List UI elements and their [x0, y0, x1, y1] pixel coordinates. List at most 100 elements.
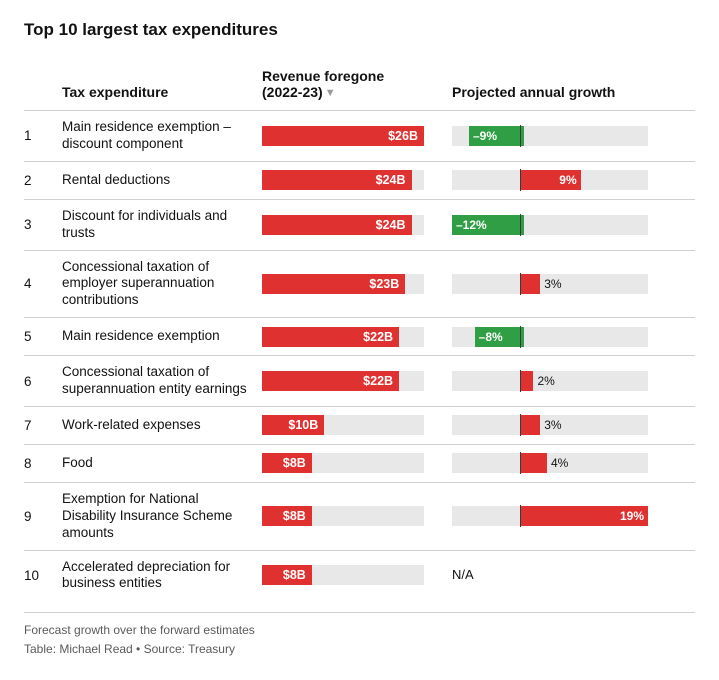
cell-revenue: $23B [262, 274, 452, 294]
growth-track-left [452, 506, 520, 526]
revenue-bar-track: $22B [262, 327, 424, 347]
growth-axis-line [520, 452, 521, 474]
revenue-bar-fill: $26B [262, 126, 424, 146]
sort-desc-icon: ▼ [325, 87, 336, 99]
cell-revenue: $8B [262, 565, 452, 585]
cell-revenue: $26B [262, 126, 452, 146]
cell-name: Accelerated depreciation for business en… [62, 559, 262, 593]
table-row: 9Exemption for National Disability Insur… [24, 482, 695, 550]
cell-revenue: $10B [262, 415, 452, 435]
revenue-bar-track: $10B [262, 415, 424, 435]
cell-revenue: $8B [262, 506, 452, 526]
table-row: 10Accelerated depreciation for business … [24, 550, 695, 601]
cell-rank: 2 [24, 173, 62, 188]
growth-bar-fill-pos: 19% [520, 506, 648, 526]
cell-growth: –12% [452, 215, 652, 235]
header-revenue[interactable]: Revenue foregone (2022-23)▼ [262, 68, 452, 100]
growth-bar-fill-pos [520, 453, 547, 473]
revenue-bar-fill: $22B [262, 327, 399, 347]
revenue-bar-fill: $23B [262, 274, 405, 294]
table-row: 6Concessional taxation of superannuation… [24, 355, 695, 406]
cell-revenue: $22B [262, 371, 452, 391]
growth-bar-fill-pos [520, 415, 540, 435]
growth-bar-wrap: –8% [452, 327, 652, 347]
growth-track-right [520, 215, 648, 235]
revenue-bar-fill: $8B [262, 453, 312, 473]
cell-rank: 10 [24, 568, 62, 583]
growth-track-left [452, 170, 520, 190]
footnote-line1: Forecast growth over the forward estimat… [24, 621, 695, 640]
cell-rank: 3 [24, 217, 62, 232]
revenue-bar-track: $23B [262, 274, 424, 294]
cell-revenue: $24B [262, 215, 452, 235]
cell-rank: 4 [24, 276, 62, 291]
growth-label-outside: 4% [547, 453, 568, 473]
footnote-line2: Table: Michael Read • Source: Treasury [24, 640, 695, 659]
cell-revenue: $8B [262, 453, 452, 473]
growth-bar-fill-neg: –9% [469, 126, 524, 146]
cell-name: Rental deductions [62, 172, 262, 189]
revenue-bar-track: $24B [262, 170, 424, 190]
cell-growth: N/A [452, 565, 652, 585]
revenue-bar-track: $8B [262, 565, 424, 585]
revenue-bar-fill: $24B [262, 215, 412, 235]
growth-bar-wrap: 9% [452, 170, 652, 190]
growth-bar-wrap: –9% [452, 126, 652, 146]
revenue-bar-fill: $22B [262, 371, 399, 391]
growth-label-outside: 3% [540, 274, 561, 294]
cell-growth: 19% [452, 506, 652, 526]
cell-growth: 2% [452, 371, 652, 391]
revenue-bar-track: $24B [262, 215, 424, 235]
growth-axis-line [520, 214, 521, 236]
growth-label-outside: 2% [533, 371, 554, 391]
growth-track-right [520, 126, 648, 146]
table-header-row: Tax expenditure Revenue foregone (2022-2… [24, 68, 695, 110]
chart-title: Top 10 largest tax expenditures [24, 20, 695, 40]
cell-name: Work-related expenses [62, 417, 262, 434]
cell-name: Discount for individuals and trusts [62, 208, 262, 242]
table-row: 2Rental deductions$24B 9% [24, 161, 695, 199]
cell-rank: 5 [24, 329, 62, 344]
table-row: 4Concessional taxation of employer super… [24, 250, 695, 318]
cell-growth: 9% [452, 170, 652, 190]
growth-track-left [452, 371, 520, 391]
cell-rank: 8 [24, 456, 62, 471]
growth-bar-wrap: 3% [452, 415, 652, 435]
growth-bar-wrap: 2% [452, 371, 652, 391]
cell-name: Main residence exemption – discount comp… [62, 119, 262, 153]
cell-growth: –8% [452, 327, 652, 347]
growth-bar-fill-neg: –12% [452, 215, 524, 235]
cell-growth: 3% [452, 415, 652, 435]
revenue-bar-track: $8B [262, 453, 424, 473]
revenue-bar-fill: $24B [262, 170, 412, 190]
revenue-bar-track: $22B [262, 371, 424, 391]
cell-name: Food [62, 455, 262, 472]
revenue-bar-fill: $10B [262, 415, 324, 435]
growth-track-left [452, 274, 520, 294]
growth-track-left [452, 415, 520, 435]
cell-name: Exemption for National Disability Insura… [62, 491, 262, 542]
revenue-bar-track: $8B [262, 506, 424, 526]
growth-bar-wrap: 4% [452, 453, 652, 473]
growth-axis-line [520, 169, 521, 191]
expenditures-table: Tax expenditure Revenue foregone (2022-2… [24, 68, 695, 600]
growth-bar-wrap: 3% [452, 274, 652, 294]
cell-rank: 1 [24, 128, 62, 143]
cell-name: Main residence exemption [62, 328, 262, 345]
cell-growth: 3% [452, 274, 652, 294]
growth-track-left [452, 453, 520, 473]
growth-axis-line [520, 505, 521, 527]
header-growth: Projected annual growth [452, 84, 652, 100]
revenue-bar-fill: $8B [262, 506, 312, 526]
growth-bar-fill-pos: 9% [520, 170, 581, 190]
growth-axis-line [520, 326, 521, 348]
table-row: 5Main residence exemption$22B –8% [24, 317, 695, 355]
growth-axis-line [520, 273, 521, 295]
growth-axis-line [520, 414, 521, 436]
cell-rank: 7 [24, 418, 62, 433]
header-name: Tax expenditure [62, 84, 262, 100]
cell-revenue: $22B [262, 327, 452, 347]
growth-bar-fill-pos [520, 274, 540, 294]
cell-name: Concessional taxation of employer supera… [62, 259, 262, 310]
cell-growth: 4% [452, 453, 652, 473]
